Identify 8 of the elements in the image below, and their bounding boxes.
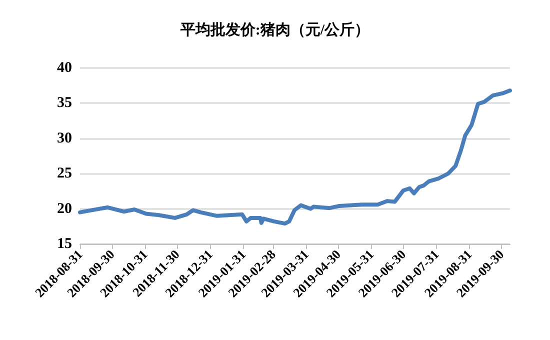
- y-tick-label: 25: [57, 166, 72, 182]
- y-tick-label: 15: [57, 236, 72, 252]
- y-tick-label: 30: [57, 130, 72, 146]
- line-series: [78, 88, 512, 226]
- chart-title: 平均批发价:猪肉（元/公斤）: [179, 22, 370, 38]
- y-tick-label: 35: [57, 95, 72, 112]
- y-tick-label: 20: [57, 200, 72, 217]
- y-tick-label: 40: [57, 60, 72, 76]
